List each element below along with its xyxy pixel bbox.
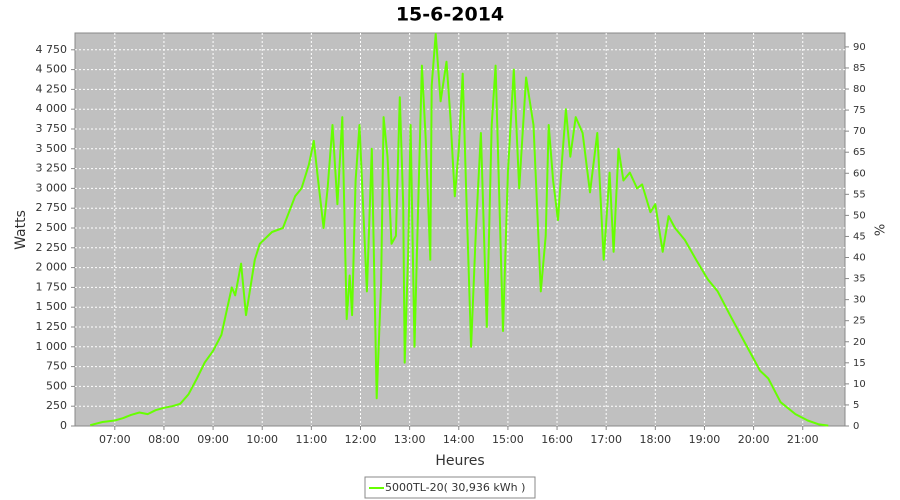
y2-tick-label: 60 bbox=[853, 168, 866, 179]
y-tick-label: 750 bbox=[46, 360, 67, 373]
y2-tick-label: 50 bbox=[853, 210, 866, 221]
x-tick-label: 18:00 bbox=[639, 433, 671, 446]
y-tick-label: 3 500 bbox=[36, 142, 68, 155]
y2-tick-label: 75 bbox=[853, 105, 866, 116]
y2-tick-label: 55 bbox=[853, 189, 866, 200]
x-tick-label: 14:00 bbox=[443, 433, 475, 446]
y2-tick-label: 10 bbox=[853, 379, 866, 390]
x-tick-label: 13:00 bbox=[394, 433, 426, 446]
y2-tick-label: 15 bbox=[853, 358, 866, 369]
y-tick-label: 3 750 bbox=[36, 122, 68, 135]
y-tick-label: 2 750 bbox=[36, 201, 68, 214]
y-tick-label: 2 250 bbox=[36, 241, 68, 254]
x-tick-label: 07:00 bbox=[99, 433, 131, 446]
chart-title: 15-6-2014 bbox=[396, 4, 504, 26]
y2-tick-label: 85 bbox=[853, 63, 866, 74]
y-tick-label: 2 500 bbox=[36, 221, 68, 234]
x-tick-label: 16:00 bbox=[541, 433, 573, 446]
y-tick-label: 3 000 bbox=[36, 181, 68, 194]
x-tick-label: 09:00 bbox=[197, 433, 229, 446]
y2-tick-label: 70 bbox=[853, 126, 866, 137]
y2-tick-label: 35 bbox=[853, 274, 866, 285]
x-tick-label: 21:00 bbox=[787, 433, 819, 446]
y-tick-label: 0 bbox=[60, 419, 67, 432]
y2-tick-label: 80 bbox=[853, 84, 866, 95]
y-tick-label: 4 250 bbox=[36, 82, 68, 95]
line-series bbox=[89, 33, 829, 427]
y2-tick-label: 25 bbox=[853, 316, 866, 327]
y2-tick-label: 40 bbox=[853, 253, 866, 264]
y2-tick-label: 20 bbox=[853, 337, 866, 348]
y-tick-label: 1 250 bbox=[36, 320, 68, 333]
y-tick-label: 1 750 bbox=[36, 280, 68, 293]
x-tick-label: 10:00 bbox=[246, 433, 278, 446]
y-tick-label: 4 500 bbox=[36, 63, 68, 76]
y-tick-label: 1 500 bbox=[36, 300, 68, 313]
legend bbox=[364, 476, 536, 499]
x-axis-label: Heures bbox=[435, 453, 484, 469]
y2-tick-label: 45 bbox=[853, 231, 866, 242]
x-tick-label: 20:00 bbox=[738, 433, 770, 446]
y-axis-label: Watts bbox=[13, 210, 29, 250]
x-tick-label: 19:00 bbox=[689, 433, 721, 446]
y-tick-label: 3 250 bbox=[36, 162, 68, 175]
y2-tick-label: 30 bbox=[853, 295, 866, 306]
x-tick-label: 12:00 bbox=[345, 433, 377, 446]
x-tick-label: 08:00 bbox=[148, 433, 180, 446]
y2-tick-label: 0 bbox=[853, 421, 859, 432]
legend-label: 5000TL-20( 30,936 kWh ) bbox=[385, 481, 525, 494]
y-tick-label: 500 bbox=[46, 379, 67, 392]
x-tick-label: 17:00 bbox=[590, 433, 622, 446]
y2-tick-label: 90 bbox=[853, 42, 866, 53]
x-tick-label: 15:00 bbox=[492, 433, 524, 446]
y-tick-label: 2 000 bbox=[36, 261, 68, 274]
y2-tick-label: 5 bbox=[853, 400, 859, 411]
x-tick-label: 11:00 bbox=[296, 433, 328, 446]
y-tick-label: 1 000 bbox=[36, 340, 68, 353]
y2-tick-label: 65 bbox=[853, 147, 866, 158]
plot-area bbox=[74, 32, 846, 427]
y-tick-label: 4 000 bbox=[36, 102, 68, 115]
y-tick-label: 4 750 bbox=[36, 43, 68, 56]
y2-axis-label: % bbox=[874, 224, 889, 236]
y-tick-label: 250 bbox=[46, 399, 67, 412]
